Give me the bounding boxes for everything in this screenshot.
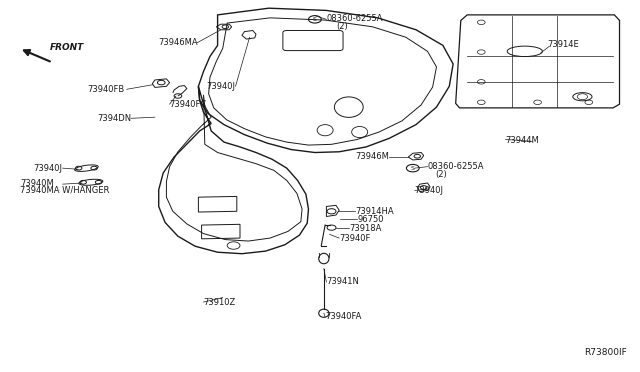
Text: 73940M: 73940M xyxy=(20,179,54,187)
Text: FRONT: FRONT xyxy=(50,43,84,52)
Text: 08360-6255A: 08360-6255A xyxy=(428,162,484,171)
Text: (2): (2) xyxy=(435,170,447,179)
Text: R73800IF: R73800IF xyxy=(584,348,627,357)
Text: 73946MA: 73946MA xyxy=(159,38,198,47)
Text: 73940J: 73940J xyxy=(34,164,63,173)
Text: S: S xyxy=(313,17,317,22)
Text: 73941N: 73941N xyxy=(326,278,359,286)
Text: 73940FA: 73940FA xyxy=(325,312,362,321)
Text: S: S xyxy=(411,166,415,171)
Text: 73946M: 73946M xyxy=(355,153,389,161)
Text: 73944M: 73944M xyxy=(506,136,540,145)
Text: 73940FB: 73940FB xyxy=(88,85,125,94)
Text: (2): (2) xyxy=(336,22,348,31)
Text: 73940MA W/HANGER: 73940MA W/HANGER xyxy=(20,186,110,195)
Text: 73914HA: 73914HA xyxy=(355,207,394,216)
Text: 7394DN: 7394DN xyxy=(97,114,131,123)
Text: 73940J: 73940J xyxy=(207,82,236,91)
Text: 73914E: 73914E xyxy=(547,40,579,49)
Text: 73940J: 73940J xyxy=(415,186,444,195)
Text: 96750: 96750 xyxy=(357,215,383,224)
Text: 73940FC: 73940FC xyxy=(170,100,207,109)
Text: 73940F: 73940F xyxy=(339,234,371,243)
Text: 73918A: 73918A xyxy=(349,224,381,233)
Text: 73910Z: 73910Z xyxy=(204,298,236,307)
Text: 08360-6255A: 08360-6255A xyxy=(326,14,383,23)
